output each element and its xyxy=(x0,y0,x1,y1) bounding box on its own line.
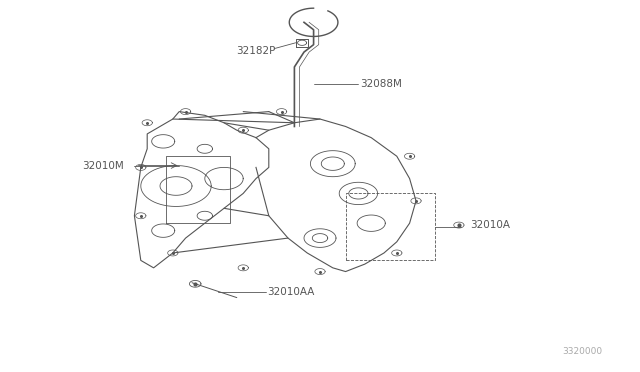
Text: 32088M: 32088M xyxy=(360,79,402,89)
Text: 3320000: 3320000 xyxy=(563,347,602,356)
Text: 32182P: 32182P xyxy=(236,46,276,56)
Text: 32010A: 32010A xyxy=(470,220,511,230)
Text: 32010AA: 32010AA xyxy=(268,287,315,297)
Text: 32010M: 32010M xyxy=(82,161,124,170)
